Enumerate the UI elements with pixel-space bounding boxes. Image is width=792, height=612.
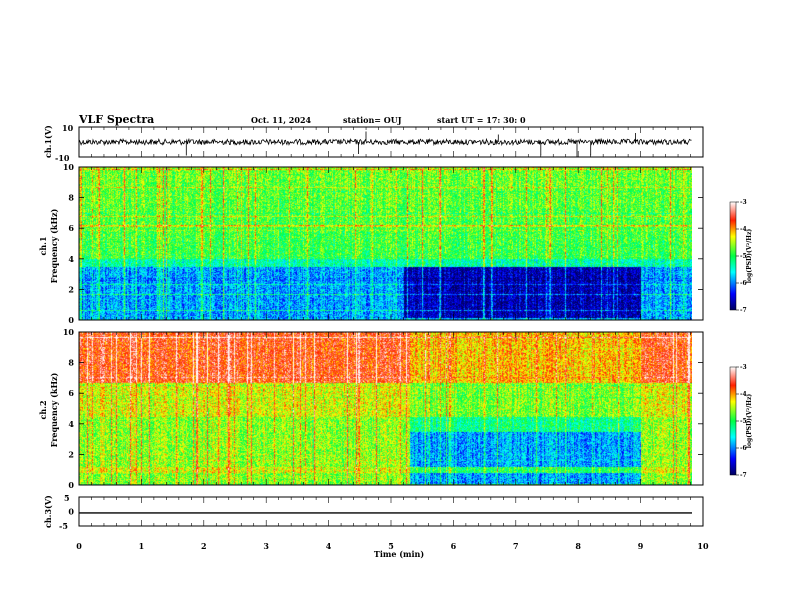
ch2-spec-ytick-label: 0 — [68, 480, 74, 490]
ch1-spec-ytick-label: 10 — [63, 162, 75, 172]
ch1-waveform-trace — [78, 131, 692, 157]
ch1-ytick-bottom: -10 — [55, 153, 70, 163]
time-axis-label: Time (min) — [374, 549, 424, 559]
ch3-ytick-mid: 0 — [68, 507, 74, 517]
ch1-spec-ytick-label: 8 — [68, 193, 74, 203]
ch1-colorbar-label: log(PSD)(V²/Hz) — [746, 229, 753, 284]
ch1-spectrogram-image — [79, 167, 692, 320]
ch2-colorbar-tick: -5 — [740, 418, 747, 425]
ch1-colorbar-tick: -6 — [740, 280, 747, 287]
ch1-waveform-ylabel: ch.1(V) — [43, 125, 53, 158]
ch1-ytick-top: 10 — [62, 123, 74, 133]
time-tick-label: 8 — [575, 541, 581, 551]
date-label: Oct. 11, 2024 — [251, 115, 312, 125]
time-tick-label: 4 — [326, 541, 332, 551]
ch1-colorbar-tick: -3 — [740, 199, 747, 206]
time-tick-label: 6 — [451, 541, 457, 551]
ch1-spec-ytick-label: 6 — [68, 223, 74, 233]
time-tick-label: 2 — [201, 541, 207, 551]
time-tick-label: 5 — [388, 541, 394, 551]
ch1-colorbar-tick: -4 — [740, 226, 747, 233]
start-time-label: start UT = 17: 30: 0 — [437, 115, 526, 125]
ch1-spec-ylabel: ch.1 — [38, 236, 48, 255]
ch2-spec-ytick-label: 4 — [68, 419, 74, 429]
time-tick-label: 0 — [76, 541, 82, 551]
ch2-colorbar-tick: -6 — [740, 445, 747, 452]
ch2-spec-ylabel: ch.2 — [38, 400, 48, 419]
ch2-spec-ylabel-freq: Frequency (kHz) — [49, 372, 59, 447]
ch1-colorbar-tick: -5 — [740, 253, 747, 260]
time-tick-label: 7 — [513, 541, 519, 551]
ch2-spec-ytick-label: 6 — [68, 388, 74, 398]
ch1-spec-ytick-label: 2 — [68, 284, 74, 294]
ch2-spec-ytick-label: 10 — [63, 327, 75, 337]
ch2-colorbar — [729, 366, 737, 476]
ch1-colorbar — [729, 201, 737, 311]
ch3-waveform-panel: 5 -5 ch.3(V) 0 1 2 3 4 5 6 7 8 9 10 0 Time (min) — [43, 493, 709, 559]
time-tick-label: 1 — [139, 541, 145, 551]
ch3-waveform-ylabel: ch.3(V) — [43, 495, 53, 528]
ch1-spec-ytick-label: 4 — [68, 254, 74, 264]
ch2-spectrogram-image — [79, 332, 692, 485]
time-tick-label: 10 — [697, 541, 709, 551]
figure-title: VLF Spectra — [78, 113, 154, 126]
ch2-colorbar-tick: -3 — [740, 364, 747, 371]
ch2-colorbar-tick: -7 — [740, 472, 747, 479]
ch2-spec-ytick-label: 2 — [68, 449, 74, 459]
time-tick-label: 3 — [263, 541, 269, 551]
ch1-spec-ylabel-freq: Frequency (kHz) — [49, 208, 59, 283]
ch2-spec-ytick-label: 8 — [68, 358, 74, 368]
ch1-colorbar-tick: -7 — [740, 307, 747, 314]
station-label: station= OUJ — [343, 115, 402, 125]
ch2-colorbar-tick: -4 — [740, 391, 747, 398]
ch1-waveform-panel: 10 -10 ch.1(V) — [43, 123, 704, 163]
ch3-ytick-top: 5 — [64, 493, 70, 503]
time-tick-label: 9 — [638, 541, 644, 551]
ch3-ytick-bottom: -5 — [59, 521, 68, 531]
ch1-spec-ytick-label: 0 — [68, 315, 74, 325]
ch2-colorbar-label: log(PSD)(V²/Hz) — [746, 394, 753, 449]
